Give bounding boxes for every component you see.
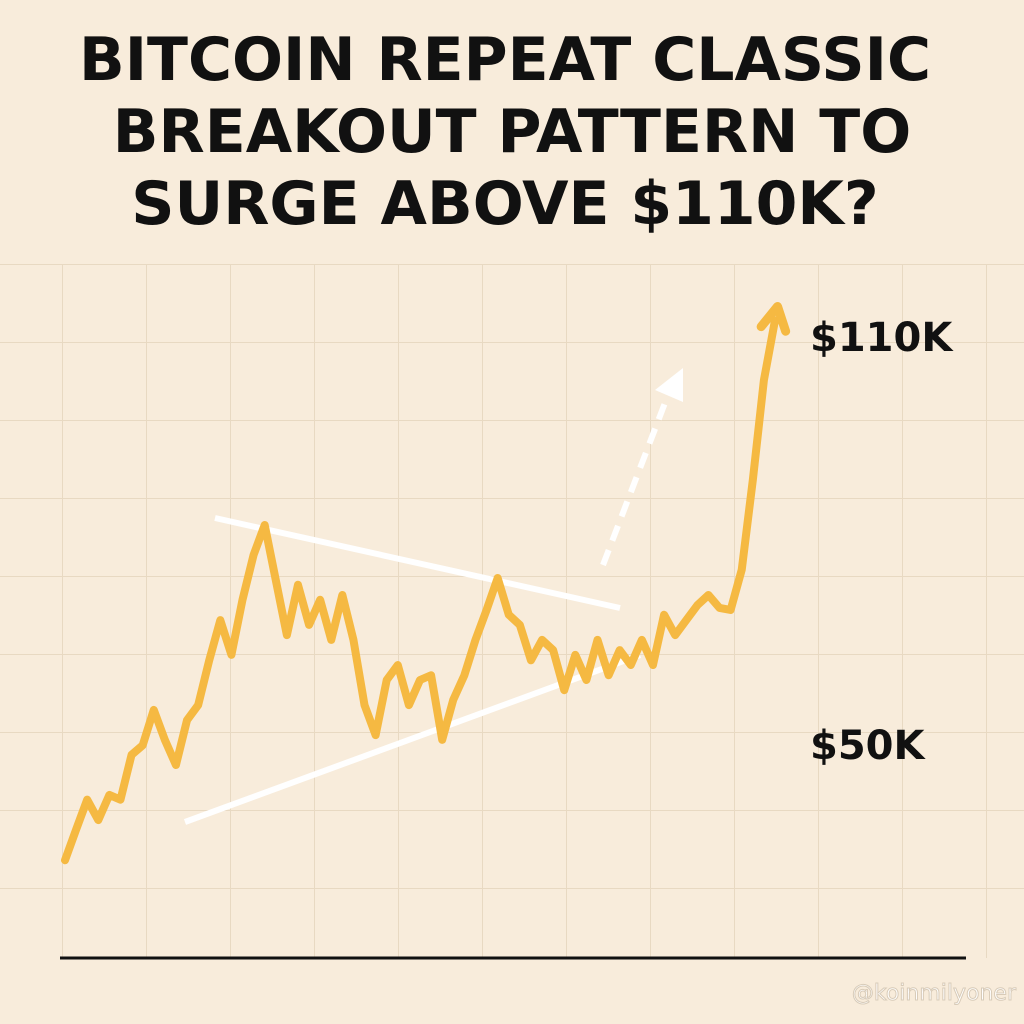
chart-title: SURGE ABOVE $110K? xyxy=(131,169,878,239)
chart-title: BITCOIN REPEAT CLASSIC xyxy=(79,25,931,95)
watermark: @koinmilyoner xyxy=(852,981,1017,1006)
trend-line xyxy=(214,515,621,611)
chart-title: BREAKOUT PATTERN TO xyxy=(113,97,911,167)
background-grid xyxy=(0,264,1024,958)
projection-arrow xyxy=(600,393,671,567)
y-tick-label: $50K xyxy=(810,723,926,769)
price-line xyxy=(61,316,779,865)
projection-arrowhead xyxy=(655,368,683,402)
arrowhead xyxy=(756,302,791,336)
y-tick-label: $110K xyxy=(810,315,954,361)
